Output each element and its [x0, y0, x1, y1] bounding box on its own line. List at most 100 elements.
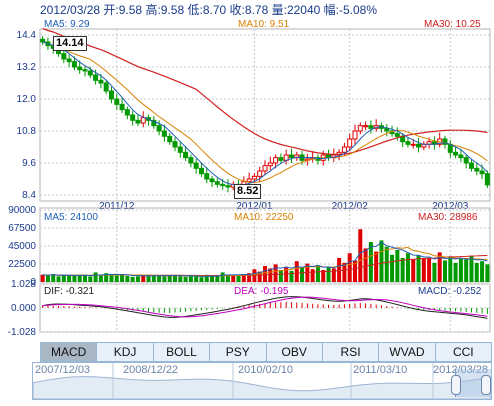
price-panel-frame — [39, 28, 491, 202]
volume-bar — [416, 255, 421, 282]
tab-kdj[interactable]: KDJ — [97, 343, 154, 361]
volume-bar — [146, 274, 151, 282]
candle-body — [347, 138, 353, 148]
candle-body — [161, 130, 167, 137]
volume-bar — [453, 262, 458, 282]
volume-bar — [268, 268, 273, 282]
candle-body — [82, 69, 88, 72]
price-candles — [40, 36, 490, 193]
indicator-tabs: MACD KDJ BOLL PSY OBV RSI WVAD CCI — [40, 342, 492, 362]
candle-body — [416, 143, 422, 148]
volume-bar — [77, 274, 82, 282]
volume-value: 22040 — [286, 3, 321, 17]
low-marker-label: 8.52 — [234, 184, 262, 199]
volume-bar — [167, 275, 172, 282]
volume-bar — [151, 275, 156, 282]
candle-body — [479, 170, 485, 175]
tab-wvad[interactable]: WVAD — [379, 343, 436, 361]
volume-bar — [98, 275, 103, 282]
tab-boll[interactable]: BOLL — [154, 343, 211, 361]
volume-bar — [469, 256, 474, 282]
candle-body — [294, 154, 300, 159]
candle-body — [156, 125, 162, 132]
timeline-left-handle[interactable] — [451, 375, 461, 395]
timeline-label-2007: 2007/12/03 — [35, 364, 91, 376]
candle-body — [71, 61, 77, 68]
candle-body — [458, 154, 464, 159]
volume-bar — [448, 256, 453, 282]
candle-body — [363, 125, 369, 128]
price-x-ticks: 2011/12 2012/01 2012/02 2012/03 — [99, 201, 469, 212]
candle-body — [273, 157, 279, 164]
volume-bar — [374, 251, 379, 282]
volume-ma10-line — [42, 246, 488, 277]
volume-tick-label: 0 — [30, 277, 36, 288]
volume-bar — [109, 274, 114, 282]
volume-bar — [432, 262, 437, 282]
tab-macd[interactable]: MACD — [41, 343, 98, 361]
candle-body — [140, 117, 146, 124]
volume-bar — [204, 274, 209, 282]
volume-bar — [210, 276, 215, 282]
candle-body — [394, 133, 400, 137]
volume-bar — [353, 260, 357, 282]
tab-cci[interactable]: CCI — [452, 345, 474, 359]
volume-ma5-legend: MA5: 24100 — [44, 212, 98, 223]
close-value: 8.78 — [244, 3, 269, 17]
candle-body — [384, 127, 390, 132]
volume-bar — [411, 259, 416, 282]
candle-body — [66, 58, 72, 63]
volume-bar — [321, 270, 326, 282]
volume-bar — [135, 276, 140, 282]
volume-bar — [40, 274, 45, 282]
charts-canvas: 14.413.212.010.89.68.4 2011/12 2012/01 201… — [8, 28, 491, 338]
volume-bars — [40, 229, 490, 282]
volume-bar — [247, 273, 252, 282]
candle-body — [288, 154, 294, 159]
volume-bar — [231, 274, 236, 282]
volume-tick-label: 22500 — [8, 259, 36, 270]
volume-bar — [395, 250, 400, 282]
volume-ma5-line — [42, 241, 488, 278]
candle-body — [357, 125, 363, 132]
volume-bar — [464, 259, 469, 282]
dif-legend: DIF: -0.321 — [44, 286, 95, 297]
timeline-navigator[interactable]: 2007/12/03 2008/12/22 2010/02/10 2011/03… — [32, 362, 492, 400]
volume-bar — [88, 276, 93, 282]
high-marker-label: 14.14 — [53, 36, 87, 51]
volume-bar — [215, 275, 220, 282]
candle-body — [410, 143, 416, 146]
volume-bar — [363, 248, 368, 282]
candle-body — [246, 178, 252, 183]
volume-bar — [485, 264, 490, 282]
candle-body — [177, 146, 183, 153]
volume-bar — [257, 271, 262, 282]
volume-bar — [400, 258, 405, 282]
volume-bar — [56, 276, 61, 282]
quote-header: 2012/03/28 开:9.58 高:9.58 低:8.70 收:8.78 量… — [40, 1, 377, 18]
candle-body — [463, 157, 469, 164]
tab-psy[interactable]: PSY — [210, 343, 267, 361]
price-tick-label: 13.2 — [17, 62, 37, 73]
volume-tick-label: 67500 — [8, 223, 36, 234]
volume-tick-label: 45000 — [8, 241, 36, 252]
tab-rsi[interactable]: RSI — [323, 343, 380, 361]
volume-bar — [157, 276, 162, 282]
volume-bar — [326, 266, 331, 282]
candle-body — [484, 173, 490, 186]
low-label: 低: — [187, 3, 203, 17]
low-value: 8.70 — [202, 3, 227, 17]
candle-body — [40, 38, 46, 43]
candle-body — [257, 170, 263, 177]
volume-bar — [474, 262, 479, 282]
volume-tick-label: 90000 — [8, 205, 36, 216]
timeline-right-handle[interactable] — [481, 375, 491, 395]
timeline-label-2011: 2011/03/10 — [353, 364, 408, 376]
candle-body — [474, 167, 480, 172]
price-ma30-legend: MA30: 10.25 — [424, 19, 481, 30]
tab-obv[interactable]: OBV — [267, 343, 323, 361]
candle-body — [262, 165, 268, 172]
high-value: 9.58 — [160, 3, 185, 17]
ma5-line — [42, 41, 488, 186]
volume-bar — [125, 276, 130, 282]
